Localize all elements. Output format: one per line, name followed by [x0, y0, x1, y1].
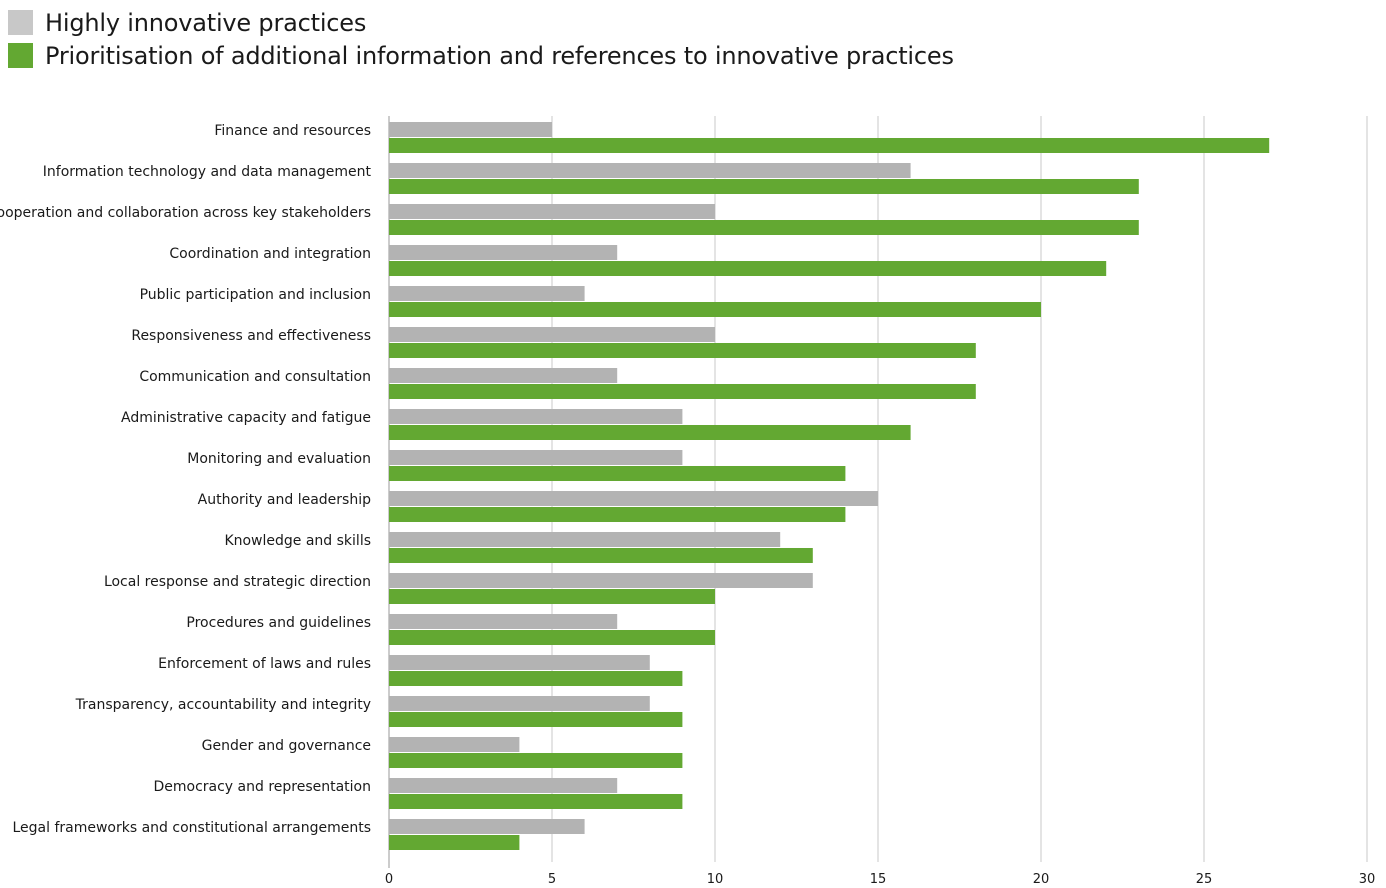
category-label: Public participation and inclusion: [140, 287, 371, 303]
bar-prioritisation: [389, 261, 1107, 276]
bar-prioritisation: [389, 753, 683, 768]
bar-highly-innovative: [389, 491, 878, 506]
category-label: Enforcement of laws and rules: [158, 656, 371, 672]
bar-prioritisation: [389, 835, 520, 850]
legend-item-prioritisation: Prioritisation of additional information…: [8, 39, 954, 72]
bar-highly-innovative: [389, 532, 781, 547]
bar-prioritisation: [389, 712, 683, 727]
category-label: Monitoring and evaluation: [187, 451, 371, 467]
bar-highly-innovative: [389, 286, 585, 301]
legend-label: Highly innovative practices: [45, 8, 367, 37]
bar-highly-innovative: [389, 819, 585, 834]
x-tick-label: 0: [385, 872, 393, 887]
bar-highly-innovative: [389, 163, 911, 178]
bar-highly-innovative: [389, 696, 650, 711]
legend-label: Prioritisation of additional information…: [45, 41, 954, 70]
x-tick-label: 25: [1196, 872, 1213, 887]
category-label: Gender and governance: [202, 738, 371, 754]
x-tick-label: 10: [707, 872, 724, 887]
x-tick-label: 15: [870, 872, 887, 887]
bar-highly-innovative: [389, 614, 618, 629]
legend-item-highly-innovative: Highly innovative practices: [8, 6, 954, 39]
bar-prioritisation: [389, 589, 715, 604]
category-label: Information technology and data manageme…: [43, 164, 372, 180]
bar-highly-innovative: [389, 245, 618, 260]
legend: Highly innovative practices Prioritisati…: [8, 6, 954, 72]
category-label: Local response and strategic direction: [104, 574, 371, 590]
bar-prioritisation: [389, 302, 1041, 317]
category-label: Democracy and representation: [153, 779, 371, 795]
bar-highly-innovative: [389, 573, 813, 588]
category-label: Cooperation and collaboration across key…: [0, 205, 371, 221]
category-label: Legal frameworks and constitutional arra…: [12, 820, 371, 836]
x-tick-label: 30: [1359, 872, 1376, 887]
bar-prioritisation: [389, 138, 1270, 153]
legend-swatch-green: [8, 43, 33, 68]
bar-prioritisation: [389, 794, 683, 809]
bar-highly-innovative: [389, 368, 618, 383]
bar-highly-innovative: [389, 655, 650, 670]
category-label: Procedures and guidelines: [186, 615, 371, 631]
bar-highly-innovative: [389, 409, 683, 424]
bar-highly-innovative: [389, 122, 552, 137]
bar-prioritisation: [389, 548, 813, 563]
category-label: Coordination and integration: [169, 246, 371, 262]
category-label: Authority and leadership: [198, 492, 371, 508]
bar-prioritisation: [389, 630, 715, 645]
bar-highly-innovative: [389, 737, 520, 752]
category-label: Finance and resources: [214, 123, 371, 139]
bar-prioritisation: [389, 179, 1139, 194]
bar-prioritisation: [389, 507, 846, 522]
x-tick-label: 20: [1033, 872, 1050, 887]
bar-prioritisation: [389, 671, 683, 686]
bar-prioritisation: [389, 425, 911, 440]
category-label: Administrative capacity and fatigue: [121, 410, 371, 426]
category-label: Responsiveness and effectiveness: [131, 328, 371, 344]
bar-prioritisation: [389, 384, 976, 399]
category-label: Knowledge and skills: [224, 533, 371, 549]
category-label: Transparency, accountability and integri…: [75, 697, 371, 713]
legend-swatch-gray: [8, 10, 33, 35]
bar-prioritisation: [389, 220, 1139, 235]
bar-highly-innovative: [389, 204, 715, 219]
bar-highly-innovative: [389, 778, 618, 793]
bar-prioritisation: [389, 466, 846, 481]
category-label: Communication and consultation: [139, 369, 371, 385]
bar-highly-innovative: [389, 450, 683, 465]
bar-highly-innovative: [389, 327, 715, 342]
x-tick-label: 5: [548, 872, 556, 887]
bar-prioritisation: [389, 343, 976, 358]
